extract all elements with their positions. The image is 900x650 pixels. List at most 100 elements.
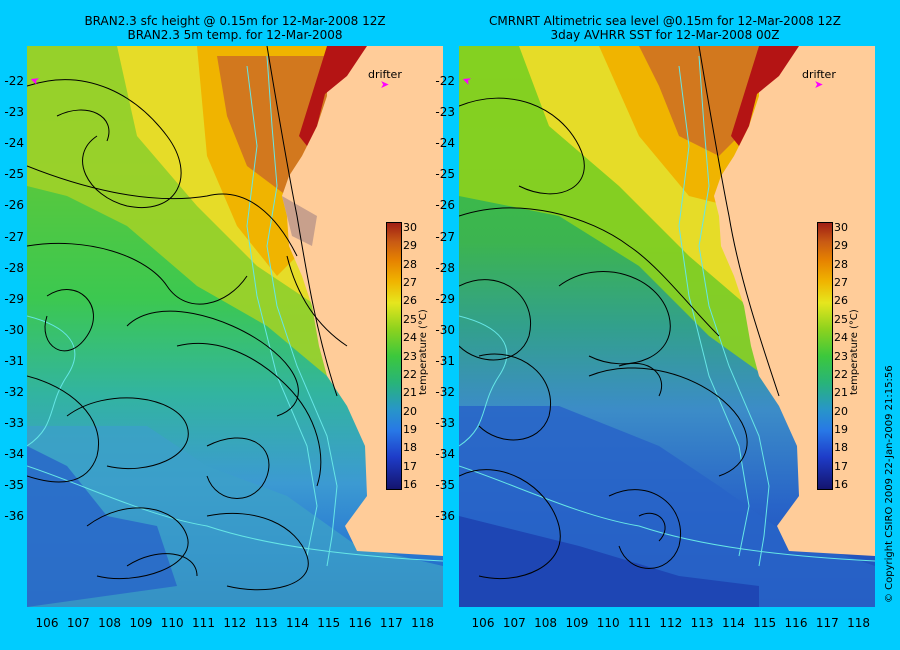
- right-lat-tick-minus36: -36: [435, 509, 455, 524]
- left-cb-tick-26: 26: [403, 294, 417, 308]
- left-lat-tick-minus34: -34: [4, 447, 24, 462]
- right-cb-tick-24: 24: [834, 331, 848, 345]
- left-drifter-legend-icon: ➤: [380, 78, 390, 91]
- right-colorbar: [817, 222, 833, 490]
- coastal-hot-water: [731, 46, 799, 146]
- left-title-line1: BRAN2.3 sfc height @ 0.15m for 12-Mar-20…: [84, 14, 386, 28]
- right-cb-tick-23: 23: [834, 349, 848, 363]
- right-lat-tick-minus33: -33: [435, 416, 455, 431]
- left-lat-tick-minus31: -31: [4, 353, 24, 368]
- right-lat-tick-minus35: -35: [435, 478, 455, 493]
- left-lon-tick-110: 110: [160, 616, 184, 630]
- left-lon-tick-116: 116: [348, 616, 372, 630]
- right-lat-tick-minus22: -22: [435, 74, 455, 88]
- left-cb-tick-22: 22: [403, 367, 417, 381]
- right-cb-tick-30: 30: [834, 221, 848, 234]
- left-lat-tick-minus32: -32: [4, 385, 24, 399]
- right-title-line2: 3day AVHRR SST for 12-Mar-2008 00Z: [550, 28, 780, 42]
- cold-water-patch: [27, 446, 177, 607]
- left-lat-tick-minus26: -26: [4, 198, 24, 213]
- left-lon-tick-112: 112: [223, 616, 247, 630]
- right-lon-tick-115: 115: [753, 616, 777, 630]
- right-cb-tick-17: 17: [834, 459, 848, 473]
- right-lat-tick-minus25: -25: [435, 167, 455, 182]
- left-lat-tick-minus35: -35: [4, 478, 24, 493]
- copyright-text: © Copyright CSIRO 2009 22-Jan-2009 21:15…: [884, 365, 895, 603]
- right-lon-tick-107: 107: [502, 616, 526, 630]
- left-drifter-label: drifter: [368, 68, 402, 81]
- right-lat-tick-minus34: -34: [435, 447, 455, 462]
- left-cb-tick-23: 23: [403, 349, 417, 363]
- right-cb-tick-25: 25: [834, 312, 848, 326]
- right-lon-tick-113: 113: [690, 616, 714, 630]
- left-cb-tick-24: 24: [403, 331, 417, 345]
- right-lon-tick-110: 110: [596, 616, 620, 630]
- right-cb-tick-18: 18: [834, 441, 848, 455]
- right-lon-tick-116: 116: [784, 616, 808, 630]
- right-lat-tick-minus29: -29: [435, 291, 455, 306]
- right-lon-tick-111: 111: [628, 616, 651, 630]
- right-drifter-label: drifter: [802, 68, 836, 81]
- right-lat-tick-minus26: -26: [435, 198, 455, 213]
- right-lat-tick-minus32: -32: [435, 385, 455, 399]
- left-lat-tick-minus23: -23: [4, 105, 24, 120]
- left-lat-tick-minus22: -22: [4, 74, 24, 88]
- land-mass: [282, 46, 443, 556]
- right-lon-tick-114: 114: [721, 616, 745, 630]
- left-lat-tick-minus28: -28: [4, 260, 24, 275]
- right-lon-tick-109: 109: [565, 616, 589, 630]
- right-lat-tick-minus30: -30: [435, 322, 455, 337]
- left-cb-tick-28: 28: [403, 257, 417, 271]
- left-lat-tick-minus25: -25: [4, 167, 24, 182]
- bathymetry-lines: [27, 55, 443, 567]
- left-lon-tick-118: 118: [411, 616, 435, 630]
- left-lon-tick-113: 113: [254, 616, 278, 630]
- right-lat-tick-minus24: -24: [435, 136, 455, 151]
- right-cb-tick-22: 22: [834, 367, 848, 381]
- right-cb-tick-19: 19: [834, 422, 848, 436]
- cold-water-patch: [459, 516, 759, 607]
- left-cb-tick-21: 21: [403, 386, 417, 400]
- right-lat-tick-minus23: -23: [435, 105, 455, 120]
- coastal-hot-water: [299, 46, 367, 146]
- left-cb-tick-27: 27: [403, 276, 417, 290]
- left-map-panel: [27, 46, 443, 607]
- right-cb-tick-29: 29: [834, 239, 848, 253]
- right-lon-tick-106: 106: [471, 616, 495, 630]
- right-lon-tick-118: 118: [847, 616, 871, 630]
- left-lat-tick-minus27: -27: [4, 229, 24, 244]
- warm-water-red: [639, 46, 759, 156]
- left-lat-tick-minus30: -30: [4, 322, 24, 337]
- left-lon-tick-111: 111: [192, 616, 215, 630]
- left-lon-tick-115: 115: [317, 616, 341, 630]
- left-cb-tick-18: 18: [403, 441, 417, 455]
- right-lat-tick-minus28: -28: [435, 260, 455, 275]
- right-cb-tick-20: 20: [834, 404, 848, 418]
- right-lat-tick-minus31: -31: [435, 353, 455, 368]
- left-title-line2: BRAN2.3 5m temp. for 12-Mar-2008: [127, 28, 343, 42]
- right-title-line1: CMRNRT Altimetric sea level @0.15m for 1…: [488, 14, 842, 28]
- left-lon-tick-106: 106: [35, 616, 59, 630]
- right-map-panel: [459, 46, 875, 607]
- left-lon-tick-108: 108: [98, 616, 122, 630]
- land-mass: [714, 46, 875, 556]
- right-lon-tick-108: 108: [534, 616, 558, 630]
- left-cb-tick-17: 17: [403, 459, 417, 473]
- left-cb-tick-16: 16: [403, 478, 417, 491]
- left-lat-tick-minus36: -36: [4, 509, 24, 524]
- left-colorbar: [386, 222, 402, 490]
- right-cb-tick-21: 21: [834, 386, 848, 400]
- right-lon-tick-112: 112: [659, 616, 683, 630]
- left-cb-tick-19: 19: [403, 422, 417, 436]
- right-map-svg: [459, 46, 875, 607]
- ssh-contours: [459, 46, 780, 580]
- left-colorbar-label: temperature (°C): [418, 309, 429, 395]
- left-cb-tick-30: 30: [403, 221, 417, 234]
- right-cb-tick-27: 27: [834, 276, 848, 290]
- ssh-contours: [27, 46, 348, 591]
- left-lat-tick-minus24: -24: [4, 136, 24, 151]
- right-lat-tick-minus27: -27: [435, 229, 455, 244]
- left-map-svg: [27, 46, 443, 607]
- right-cb-tick-16: 16: [834, 478, 848, 491]
- left-lat-tick-minus29: -29: [4, 291, 24, 306]
